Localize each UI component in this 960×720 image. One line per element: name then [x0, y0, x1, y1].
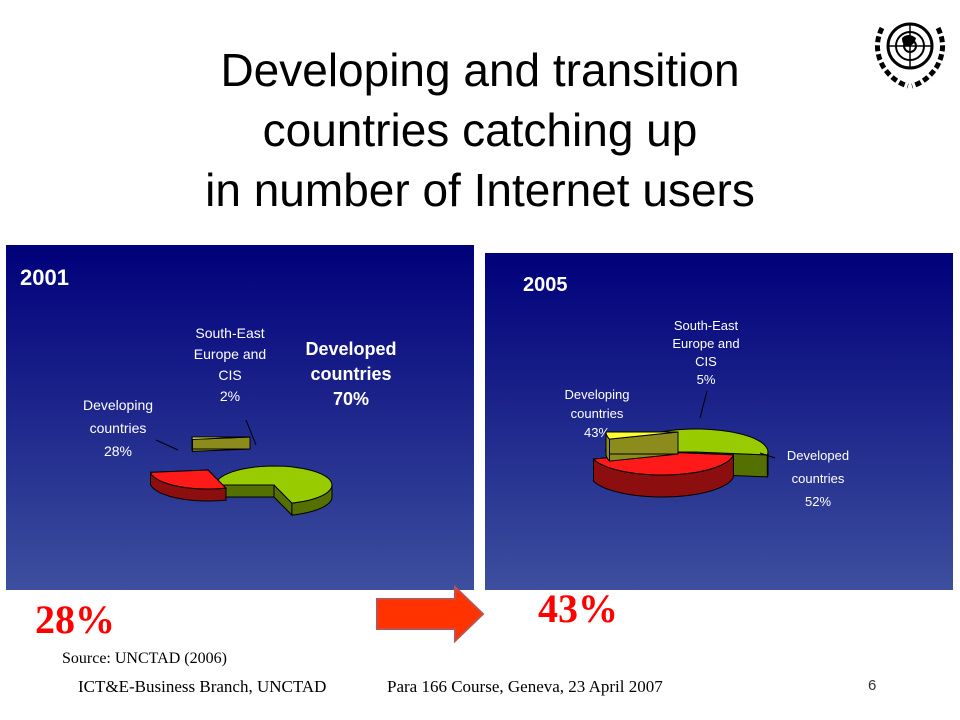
chart-title: 2005 — [523, 274, 568, 296]
pie-slice-developed — [215, 465, 333, 517]
slice-label-developed: Developed countries 70% — [305, 339, 396, 409]
leader-line — [245, 419, 257, 446]
slice-label-developing: Developing countries 43% — [564, 387, 629, 440]
chart-2005: 2005 Developed countries 52% Developing count… — [485, 253, 953, 590]
chart-background — [6, 245, 474, 590]
page-number: 6 — [868, 677, 877, 694]
un-emblem-icon — [875, 22, 945, 89]
right-big-percentage: 43% — [538, 586, 618, 631]
pie-slice-south-east — [191, 436, 251, 453]
slide-title: Developing and transition countries catc… — [95, 40, 865, 220]
footer-left: ICT&E-Business Branch, UNCTAD — [78, 677, 327, 696]
slice-label-south-east: South-East Europe and CIS 2% — [194, 325, 266, 404]
slice-label-developing: Developing countries 28% — [83, 397, 153, 459]
title-line-3: in number of Internet users — [205, 164, 755, 216]
leader-line — [155, 439, 179, 451]
footer-center: Para 166 Course, Geneva, 23 April 2007 — [387, 677, 663, 696]
title-line-1: Developing and transition — [220, 44, 740, 96]
chart-background — [485, 253, 953, 590]
title-line-2: countries catching up — [262, 104, 698, 156]
slice-label-developed: Developed countries 52% — [787, 448, 849, 509]
leader-line — [699, 390, 708, 419]
chart-2001: 2001 Developed countries 70% Developing count… — [6, 245, 474, 590]
left-big-percentage: 28% — [35, 597, 115, 642]
source-note: Source: UNCTAD (2006) — [62, 650, 227, 667]
pie-slice-developing — [149, 468, 228, 502]
slice-label-south-east: South-East Europe and CIS 5% — [672, 318, 739, 387]
pie-slice-south-east — [605, 431, 679, 462]
right-arrow-icon — [376, 585, 485, 643]
leader-line — [759, 452, 776, 459]
chart-title: 2001 — [20, 265, 69, 290]
